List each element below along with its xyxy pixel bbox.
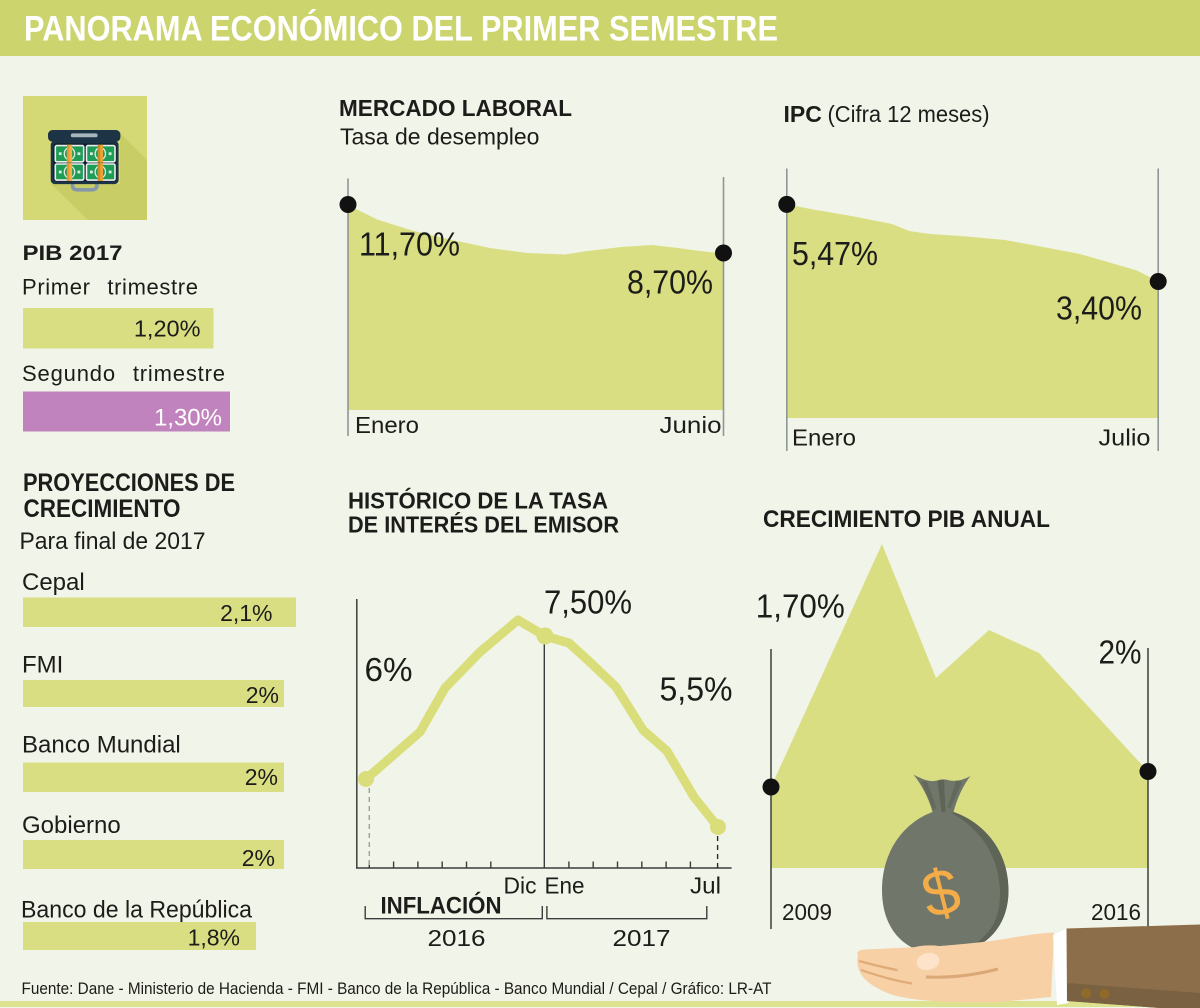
svg-text:2%: 2% xyxy=(1099,634,1142,671)
svg-text:Jul: Jul xyxy=(690,873,721,899)
svg-text:FMI: FMI xyxy=(22,652,63,679)
svg-text:Enero: Enero xyxy=(792,425,856,451)
svg-text:IPC: IPC xyxy=(784,101,822,127)
svg-text:Dic: Dic xyxy=(504,873,537,899)
svg-text:(Cifra 12 meses): (Cifra 12 meses) xyxy=(828,101,990,127)
svg-text:Cepal: Cepal xyxy=(22,569,85,596)
svg-text:INFLACIÓN: INFLACIÓN xyxy=(381,892,502,920)
svg-text:7,50%: 7,50% xyxy=(544,583,632,620)
svg-text:3,40%: 3,40% xyxy=(1056,290,1142,327)
svg-text:PROYECCIONES DE: PROYECCIONES DE xyxy=(23,469,235,497)
svg-text:2%: 2% xyxy=(245,764,278,790)
svg-text:DE INTERÉS DEL EMISOR: DE INTERÉS DEL EMISOR xyxy=(348,511,619,538)
svg-text:Enero: Enero xyxy=(355,412,419,438)
svg-text:5,5%: 5,5% xyxy=(660,671,733,708)
svg-text:Banco de la República: Banco de la República xyxy=(21,897,253,924)
svg-text:Primer trimestre: Primer trimestre xyxy=(22,275,198,300)
svg-text:Fuente: Dane - Ministerio de H: Fuente: Dane - Ministerio de Hacienda - … xyxy=(22,980,772,998)
svg-text:MERCADO LABORAL: MERCADO LABORAL xyxy=(339,95,572,121)
svg-text:CRECIMIENTO: CRECIMIENTO xyxy=(24,495,181,523)
svg-text:Ene: Ene xyxy=(545,873,585,899)
svg-text:6%: 6% xyxy=(365,651,413,688)
svg-text:Para final de 2017: Para final de 2017 xyxy=(20,528,206,555)
svg-text:PANORAMA ECONÓMICO DEL PRIMER: PANORAMA ECONÓMICO DEL PRIMER SEMESTRE xyxy=(24,9,778,49)
svg-text:2009: 2009 xyxy=(782,899,832,925)
svg-text:2017: 2017 xyxy=(613,925,671,951)
svg-text:1,30%: 1,30% xyxy=(154,405,222,432)
svg-text:CRECIMIENTO PIB ANUAL: CRECIMIENTO PIB ANUAL xyxy=(763,506,1050,533)
svg-text:Julio: Julio xyxy=(1099,425,1151,451)
svg-text:1,8%: 1,8% xyxy=(188,925,240,951)
svg-text:1,70%: 1,70% xyxy=(756,588,845,625)
svg-text:PIB 2017: PIB 2017 xyxy=(23,242,123,265)
svg-text:8,70%: 8,70% xyxy=(627,264,713,301)
svg-text:Gobierno: Gobierno xyxy=(22,812,121,839)
svg-text:Segundo trimestre: Segundo trimestre xyxy=(22,361,225,386)
svg-text:Tasa de desempleo: Tasa de desempleo xyxy=(340,124,539,150)
svg-text:Banco Mundial: Banco Mundial xyxy=(22,732,181,759)
svg-text:2%: 2% xyxy=(242,845,275,871)
svg-text:1,20%: 1,20% xyxy=(134,316,201,342)
svg-text:2,1%: 2,1% xyxy=(220,600,272,626)
svg-text:2%: 2% xyxy=(246,682,279,708)
svg-text:2016: 2016 xyxy=(1091,899,1141,925)
svg-text:HISTÓRICO DE LA TASA: HISTÓRICO DE LA TASA xyxy=(348,487,608,514)
svg-text:11,70%: 11,70% xyxy=(359,226,460,263)
svg-text:Junio: Junio xyxy=(660,412,722,438)
svg-text:5,47%: 5,47% xyxy=(792,235,878,272)
svg-text:2016: 2016 xyxy=(428,925,486,951)
